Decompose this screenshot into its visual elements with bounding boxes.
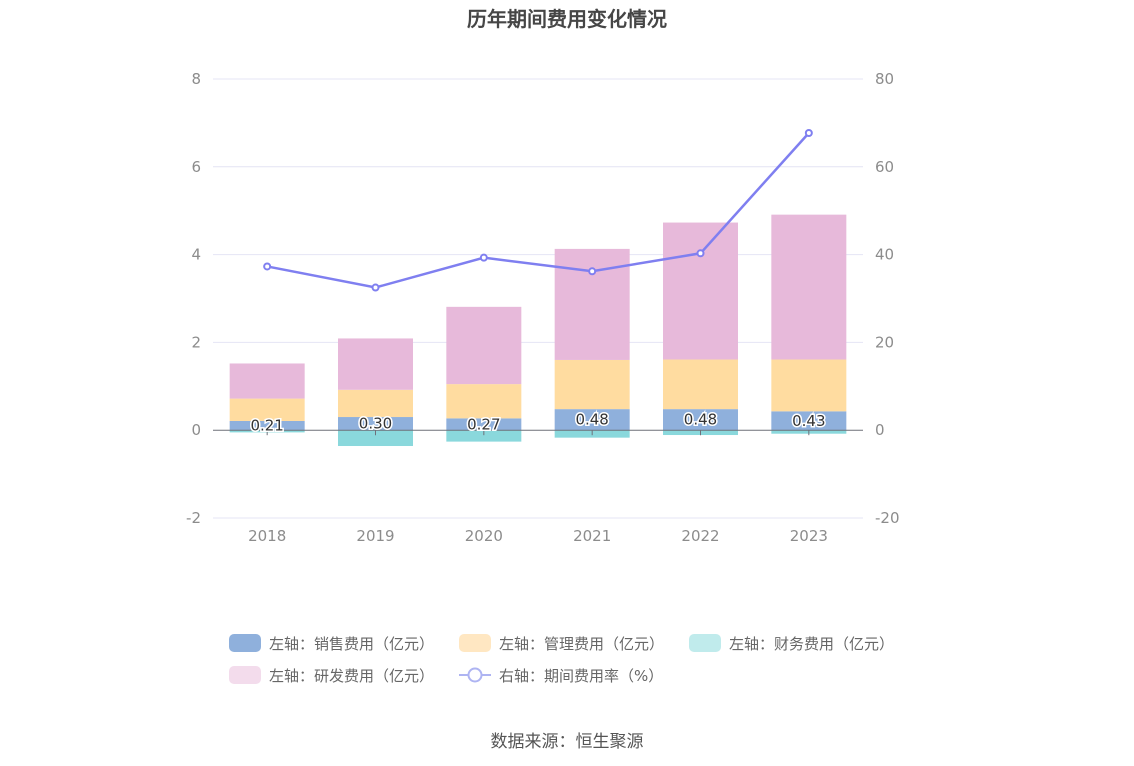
rate-line-path bbox=[266, 132, 810, 289]
rate-point-2018 bbox=[263, 262, 272, 271]
rate-point-2022 bbox=[696, 249, 705, 258]
x-tick-label: 2019 bbox=[356, 527, 394, 545]
left-tick-label: 2 bbox=[191, 333, 201, 351]
bar-2018-series-3 bbox=[229, 363, 305, 399]
left-tick-label: 0 bbox=[191, 421, 201, 439]
right-tick-label: 80 bbox=[875, 70, 894, 88]
right-tick-label: 20 bbox=[875, 333, 894, 351]
legend-swatch bbox=[229, 634, 261, 652]
legend-item-0[interactable]: 左轴：销售费用（亿元） bbox=[229, 634, 434, 653]
legend-label: 左轴：销售费用（亿元） bbox=[269, 635, 434, 653]
rate-line bbox=[263, 128, 813, 292]
chart-title: 历年期间费用变化情况 bbox=[467, 7, 667, 31]
left-tick-label: 6 bbox=[191, 158, 201, 176]
bar-2022-series-0 bbox=[663, 409, 738, 431]
right-tick-label: 60 bbox=[875, 158, 894, 176]
legend-label: 左轴：管理费用（亿元） bbox=[499, 635, 664, 653]
x-axis: 2018 2019 2020 2021 2022 2023 bbox=[248, 527, 828, 545]
left-axis: -2 0 2 4 6 8 bbox=[186, 70, 201, 527]
legend-swatch bbox=[689, 634, 721, 652]
bar-2021-series-3 bbox=[554, 248, 630, 360]
left-tick-label: 8 bbox=[191, 70, 201, 88]
legend-label: 右轴：期间费用率（%） bbox=[499, 667, 663, 685]
rate-point-2019 bbox=[371, 283, 380, 292]
bar-2019-series-1 bbox=[338, 389, 413, 418]
grid bbox=[213, 78, 863, 519]
right-tick-label: 0 bbox=[875, 421, 885, 439]
zero-axis bbox=[213, 429, 863, 436]
legend-swatch bbox=[229, 666, 261, 684]
bar-value-label: 0.48 bbox=[575, 411, 608, 429]
legend-item-1[interactable]: 左轴：管理费用（亿元） bbox=[459, 634, 664, 653]
legend-item-3[interactable]: 左轴：研发费用（亿元） bbox=[229, 666, 434, 685]
bar-2019-series-3 bbox=[338, 338, 413, 390]
legend-label: 左轴：财务费用（亿元） bbox=[729, 635, 894, 653]
legend[interactable]: 左轴：销售费用（亿元） 左轴：管理费用（亿元） 左轴：财务费用（亿元） 左轴：研发费用… bbox=[229, 634, 894, 685]
rate-point-2020 bbox=[479, 253, 488, 262]
source-note: 数据来源：恒生聚源 bbox=[491, 732, 644, 752]
legend-swatch bbox=[459, 634, 491, 652]
bar-2020-series-3 bbox=[446, 306, 522, 385]
left-tick-label: -2 bbox=[186, 509, 201, 527]
x-tick-label: 2023 bbox=[790, 527, 828, 545]
bar-2019-series-0 bbox=[338, 417, 413, 431]
rate-point-2023 bbox=[804, 128, 813, 137]
bar-2019-series-2 bbox=[338, 430, 413, 447]
bar-2020-series-2 bbox=[446, 430, 522, 442]
bar-2023-series-0 bbox=[771, 411, 847, 431]
x-tick-label: 2020 bbox=[465, 527, 503, 545]
bar-2023-series-1 bbox=[771, 359, 847, 412]
x-tick-label: 2021 bbox=[573, 527, 611, 545]
rate-point-2021 bbox=[588, 267, 597, 276]
bar-2020-series-0 bbox=[446, 418, 522, 431]
x-tick-label: 2018 bbox=[248, 527, 286, 545]
bar-value-label: 0.48 bbox=[684, 411, 717, 429]
bar-2022-series-3 bbox=[663, 222, 738, 360]
right-tick-label: 40 bbox=[875, 246, 894, 264]
bar-value-label: 0.27 bbox=[467, 415, 500, 433]
left-tick-label: 4 bbox=[191, 246, 201, 264]
bar-2018-series-1 bbox=[229, 398, 305, 421]
bar-2022-series-1 bbox=[663, 359, 738, 410]
bar-value-label: 0.43 bbox=[792, 412, 825, 430]
legend-item-4[interactable]: 右轴：期间费用率（%） bbox=[459, 667, 663, 685]
bar-labels: 0.21 0.30 0.27 0.48 0.48 0.43 bbox=[249, 409, 827, 436]
bar-2021-series-1 bbox=[554, 359, 630, 410]
right-axis: -20 0 20 40 60 80 bbox=[875, 70, 900, 527]
legend-label: 左轴：研发费用（亿元） bbox=[269, 667, 434, 685]
bar-value-label: 0.21 bbox=[250, 417, 283, 435]
legend-item-2[interactable]: 左轴：财务费用（亿元） bbox=[689, 634, 894, 653]
bar-2023-series-3 bbox=[771, 214, 847, 360]
bars bbox=[229, 214, 847, 447]
bar-value-label: 0.30 bbox=[359, 415, 392, 433]
bar-2018-series-0 bbox=[229, 420, 305, 431]
legend-point-swatch bbox=[467, 667, 483, 683]
right-tick-label: -20 bbox=[875, 509, 900, 527]
x-tick-label: 2022 bbox=[681, 527, 719, 545]
bar-2021-series-0 bbox=[554, 409, 630, 431]
bar-2020-series-1 bbox=[446, 384, 522, 419]
